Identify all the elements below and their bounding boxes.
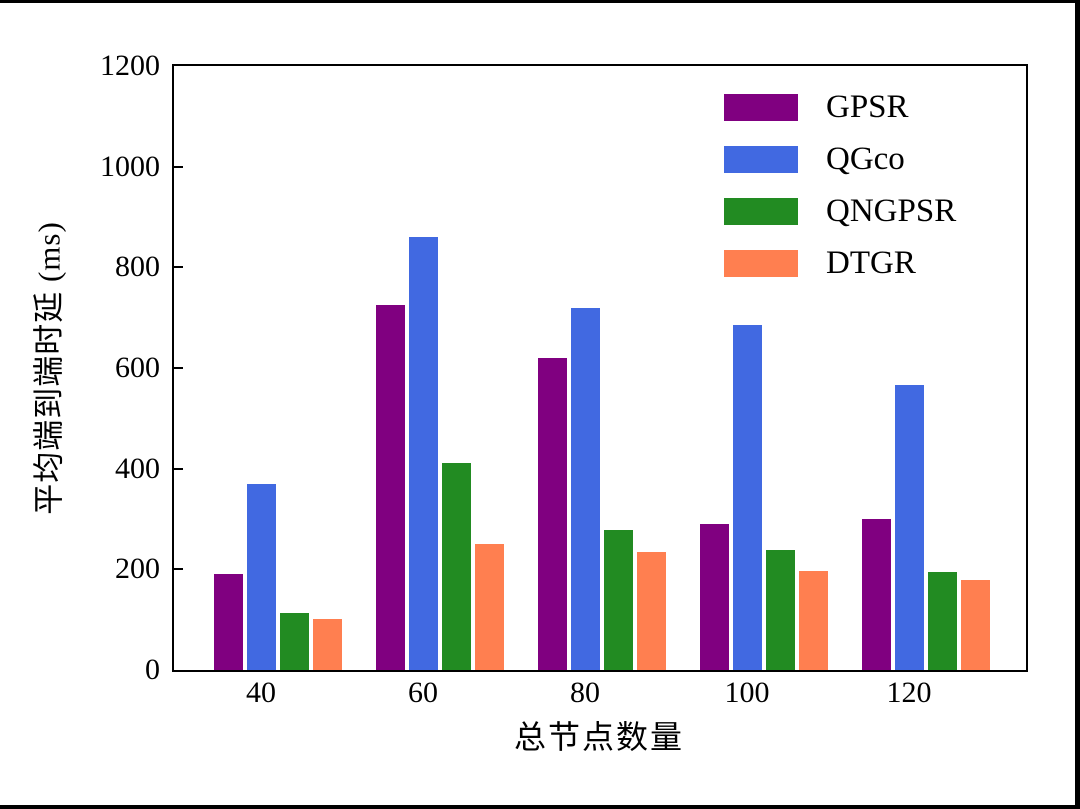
legend-label-QNGPSR: QNGPSR — [826, 193, 957, 229]
y-tick-label-800: 800 — [115, 250, 160, 283]
legend-item-GPSR: GPSR — [724, 89, 956, 125]
legend-swatch-GPSR — [724, 94, 798, 121]
x-tick-label-80: 80 — [570, 676, 600, 709]
plot-area: GPSR QGco QNGPSR DTGR — [172, 64, 1028, 672]
bar-GPSR-100 — [699, 524, 729, 670]
x-tick-label-100: 100 — [724, 676, 770, 709]
legend-label-GPSR: GPSR — [826, 89, 909, 125]
bar-GPSR-80 — [537, 357, 567, 670]
bar-QGco-120 — [894, 384, 924, 670]
bar-QNGPSR-100 — [765, 550, 795, 670]
bar-QNGPSR-40 — [279, 613, 309, 670]
x-axis-label: 总节点数量 — [513, 719, 685, 755]
x-tick-label-40: 40 — [246, 676, 276, 709]
y-tick-label-0: 0 — [145, 653, 160, 686]
y-tick-label-400: 400 — [115, 452, 160, 485]
legend: GPSR QGco QNGPSR DTGR — [724, 89, 957, 302]
bar-QGco-60 — [408, 237, 438, 670]
y-axis-label: 平均端到端时延 (ms) — [31, 221, 67, 515]
bar-QNGPSR-80 — [603, 530, 633, 670]
y-tick-mark-600 — [174, 367, 183, 369]
y-tick-label-600: 600 — [115, 351, 160, 384]
figure-frame-top — [0, 0, 1080, 3]
bar-GPSR-120 — [861, 519, 891, 670]
y-tick-mark-800 — [174, 266, 183, 268]
legend-item-QGco: QGco — [724, 141, 956, 177]
y-tick-label-1000: 1000 — [100, 150, 160, 183]
legend-swatch-QNGPSR — [724, 198, 798, 225]
figure-frame-right — [1075, 0, 1080, 809]
y-tick-label-200: 200 — [115, 552, 160, 585]
bar-QGco-80 — [570, 307, 600, 670]
bar-DTGR-40 — [312, 619, 342, 670]
bar-DTGR-80 — [636, 551, 666, 670]
bar-DTGR-120 — [960, 580, 990, 670]
x-tick-label-120: 120 — [886, 676, 932, 709]
bar-QNGPSR-120 — [927, 571, 957, 670]
bar-GPSR-40 — [213, 574, 243, 670]
figure-frame-bottom — [0, 805, 1080, 809]
legend-label-DTGR: DTGR — [826, 245, 916, 281]
bar-GPSR-60 — [375, 305, 405, 670]
bar-QNGPSR-60 — [441, 462, 471, 670]
y-tick-mark-200 — [174, 568, 183, 570]
x-tick-label-60: 60 — [408, 676, 438, 709]
y-tick-mark-400 — [174, 468, 183, 470]
legend-swatch-DTGR — [724, 250, 798, 277]
legend-item-DTGR: DTGR — [724, 245, 956, 281]
bar-QGco-100 — [732, 324, 762, 670]
legend-swatch-QGco — [724, 146, 798, 173]
y-tick-label-1200: 1200 — [100, 49, 160, 82]
bar-QGco-40 — [246, 483, 276, 670]
plot-inner — [174, 66, 1026, 670]
bar-DTGR-100 — [798, 570, 828, 670]
y-tick-mark-1000 — [174, 166, 183, 168]
legend-label-QGco: QGco — [826, 141, 905, 177]
bar-DTGR-60 — [474, 544, 504, 670]
legend-item-QNGPSR: QNGPSR — [724, 193, 957, 229]
